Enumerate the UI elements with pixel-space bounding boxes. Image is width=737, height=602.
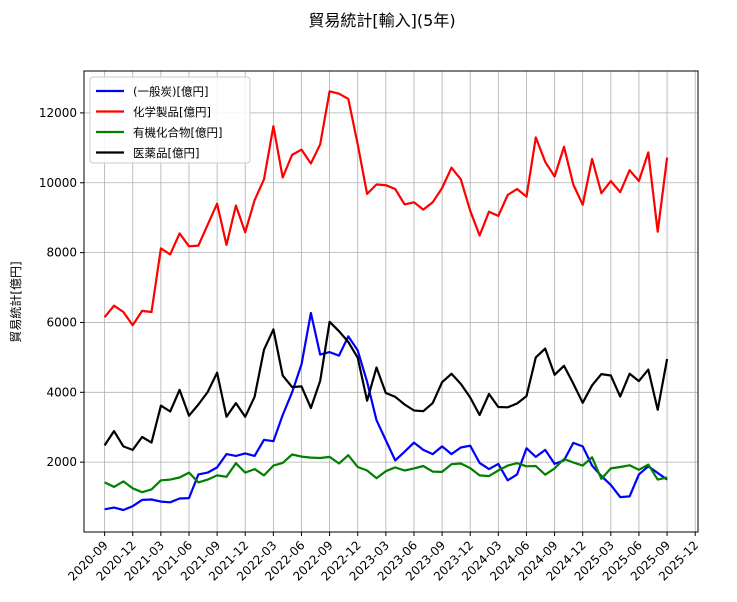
chart-title: 貿易統計[輸入](5年) <box>308 11 455 30</box>
y-tick-label: 4000 <box>46 385 77 399</box>
y-tick-label: 2000 <box>46 455 77 469</box>
x-axis: 2020-092020-122021-032021-062021-092021-… <box>65 532 701 584</box>
series-group <box>103 90 669 512</box>
legend-label: 医薬品[億円] <box>133 146 199 160</box>
y-tick-label: 10000 <box>39 176 77 190</box>
legend-box <box>89 76 251 164</box>
legend-label: (一般炭)[億円] <box>133 85 208 99</box>
series-line-0 <box>104 311 668 512</box>
y-tick-label: 6000 <box>46 315 77 329</box>
y-axis-label: 貿易統計[億円] <box>8 261 23 342</box>
series-line-2 <box>104 453 668 494</box>
plot-frame <box>83 70 699 533</box>
legend-label: 化学製品[億円] <box>133 105 211 119</box>
legend: (一般炭)[億円] 化学製品[億円] 有機化合物[億円] 医薬品[億円] <box>89 76 251 164</box>
y-tick-label: 8000 <box>46 246 77 260</box>
y-tick-label: 12000 <box>39 106 77 120</box>
legend-label: 有機化合物[億円] <box>133 126 222 140</box>
series-line-1 <box>103 90 669 327</box>
y-axis: 2000 4000 6000 8000 10000 12000 <box>39 106 84 469</box>
series-line-3 <box>103 320 669 451</box>
